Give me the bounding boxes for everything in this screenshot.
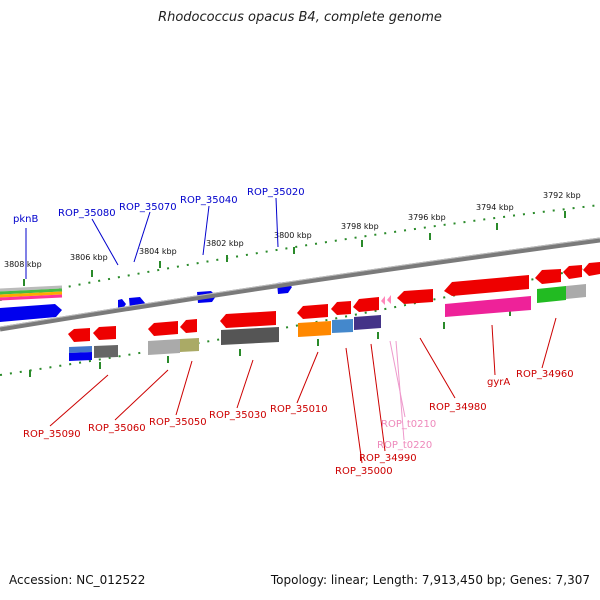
ruler-label: 3792 kbp (543, 191, 581, 200)
gene-label[interactable]: ROP_t0220 (377, 440, 432, 451)
gene-ROP_35030-a[interactable] (180, 319, 197, 333)
gene-ROP_34990[interactable] (353, 297, 379, 312)
gene-ROP_35050[interactable] (148, 321, 178, 336)
trna-genes (381, 295, 391, 305)
accession-label: Accession: NC_012522 (9, 573, 146, 587)
genome-summary: Topology: linear; Length: 7,913,450 bp; … (270, 573, 590, 587)
gene-label[interactable]: ROP_35020 (247, 187, 305, 198)
gene-label[interactable]: ROP_35040 (180, 195, 238, 206)
trna-callouts (389, 340, 406, 441)
gene-label[interactable]: ROP_35000 (335, 466, 393, 477)
gene-label[interactable]: gyrA (487, 377, 510, 388)
gene-ROP_35030[interactable] (220, 311, 276, 328)
ruler-label: 3798 kbp (341, 222, 379, 231)
gene-ROP_34950[interactable] (563, 265, 582, 279)
gene-ROP_35000[interactable] (331, 301, 351, 315)
ruler-label: 3808 kbp (4, 260, 42, 269)
ruler-label: 3800 kbp (274, 231, 312, 240)
ruler-label: 3806 kbp (70, 253, 108, 262)
ruler-label: 3794 kbp (476, 203, 514, 212)
inner-ruler (0, 264, 600, 377)
gene-label[interactable]: pknB (13, 214, 38, 225)
genome-title: Rhodococcus opacus B4, complete genome (158, 10, 442, 25)
gene-label[interactable]: ROP_35030 (209, 410, 267, 421)
left-feature-stack (0, 285, 63, 301)
gene-ROP_35060[interactable] (93, 326, 116, 340)
gene-label[interactable]: ROP_35050 (149, 417, 207, 428)
gene-ROP_35090[interactable] (68, 328, 90, 342)
ruler-label: 3804 kbp (139, 247, 177, 256)
gene-ROP_34940[interactable] (583, 262, 600, 276)
gene-label[interactable]: ROP_35010 (270, 404, 328, 415)
gene-label[interactable]: ROP_34980 (429, 402, 487, 413)
feature-boxes (69, 284, 586, 361)
outer-ruler (0, 204, 600, 301)
gene-label[interactable]: ROP_35070 (119, 202, 177, 213)
gene-label[interactable]: ROP_t0210 (381, 419, 436, 430)
reverse-callouts (49, 317, 557, 464)
ruler-label: 3796 kbp (408, 213, 446, 222)
gene-label[interactable]: ROP_35090 (23, 429, 81, 440)
gene-label[interactable]: ROP_34960 (516, 369, 574, 380)
gene-label[interactable]: ROP_34990 (359, 453, 417, 464)
gene-ROP_34980[interactable] (397, 289, 433, 304)
gene-ROP_35010[interactable] (297, 304, 328, 319)
gene-gyrA[interactable] (444, 275, 529, 296)
gene-label[interactable]: ROP_35080 (58, 208, 116, 219)
ruler-label: 3802 kbp (206, 239, 244, 248)
gene-ROP_34960[interactable] (535, 269, 561, 284)
genome-backbone (0, 237, 600, 332)
gene-label[interactable]: ROP_35060 (88, 423, 146, 434)
trna-ROP_t0220[interactable] (387, 295, 391, 304)
forward-callouts (25, 197, 279, 279)
trna-ROP_t0210[interactable] (381, 296, 385, 305)
gene-pknB[interactable] (0, 304, 62, 322)
reverse-genes (68, 262, 600, 342)
